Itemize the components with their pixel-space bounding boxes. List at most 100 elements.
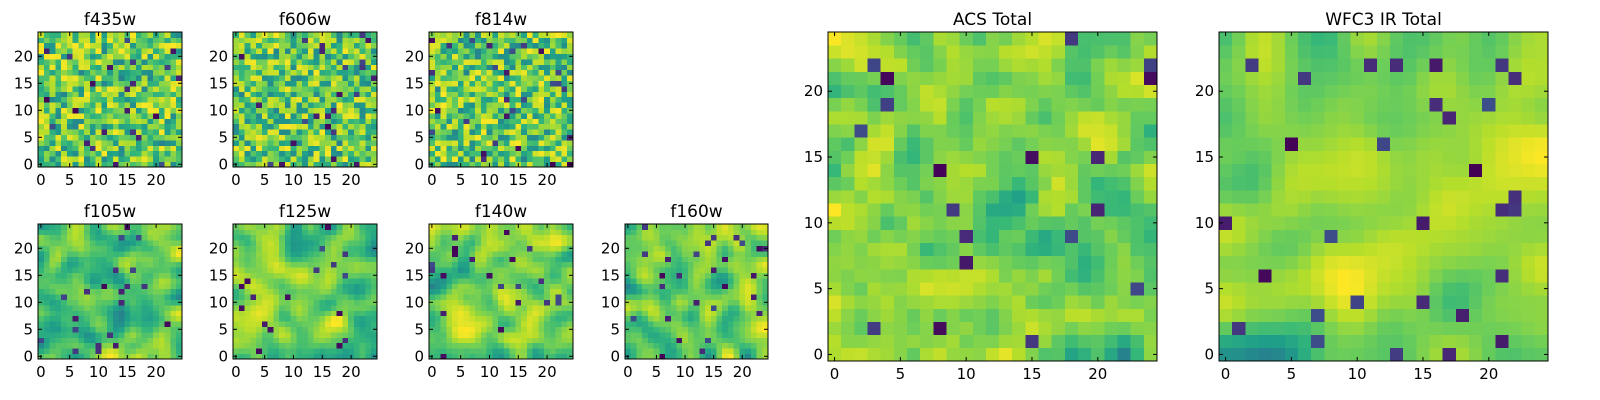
- heatmap-cell: [854, 347, 868, 362]
- heatmap-cell: [141, 64, 148, 71]
- heatmap-cell: [933, 203, 947, 217]
- heatmap-cell: [135, 59, 143, 65]
- heatmap-cell: [434, 42, 441, 49]
- heatmap-cell: [124, 80, 131, 87]
- heatmap-cell: [112, 267, 120, 273]
- heatmap-cell: [353, 278, 361, 284]
- heatmap-cell: [480, 96, 487, 103]
- heatmap-cell: [353, 118, 361, 125]
- heatmap-cell: [841, 203, 855, 217]
- heatmap-cell: [118, 150, 125, 157]
- heatmap-cell: [1117, 308, 1132, 322]
- heatmap-cell: [457, 69, 464, 76]
- heatmap-cell: [509, 278, 516, 284]
- heatmap-cell: [319, 64, 326, 71]
- heatmap-cell: [733, 321, 740, 327]
- heatmap-cell: [342, 288, 349, 295]
- heatmap-cell: [153, 299, 160, 306]
- heatmap-cell: [342, 305, 349, 311]
- heatmap-cell: [1078, 203, 1092, 217]
- heatmap-cell: [176, 305, 183, 311]
- heatmap-cell: [365, 342, 372, 349]
- heatmap-cell: [526, 59, 534, 65]
- heatmap-cell: [509, 332, 516, 338]
- heatmap-cell: [170, 102, 177, 108]
- heatmap-cell: [371, 234, 378, 241]
- heatmap-cell: [434, 123, 441, 130]
- heatmap-cell: [101, 315, 108, 322]
- heatmap-cell: [61, 123, 68, 130]
- heatmap-cell: [509, 118, 516, 125]
- heatmap-cell: [475, 91, 482, 98]
- heatmap-cell: [284, 37, 291, 44]
- heatmap-cell: [867, 163, 882, 178]
- heatmap-cell: [49, 59, 56, 65]
- heatmap-cell: [164, 69, 171, 76]
- heatmap-cell: [515, 37, 522, 44]
- heatmap-cell: [348, 261, 355, 268]
- heatmap-cell: [498, 107, 505, 114]
- heatmap-cell: [750, 245, 757, 252]
- heatmap-cell: [486, 315, 493, 322]
- heatmap-cell: [532, 48, 539, 54]
- heatmap-cell: [135, 75, 143, 81]
- heatmap-cell: [336, 96, 343, 103]
- heatmap-cell: [118, 305, 125, 311]
- heatmap-cell: [353, 299, 361, 306]
- heatmap-cell: [273, 278, 280, 284]
- heatmap-cell: [699, 342, 706, 349]
- heatmap-cell: [1064, 203, 1079, 217]
- heatmap-cell: [457, 294, 464, 300]
- heatmap-cell: [452, 245, 459, 252]
- heatmap-cell: [630, 256, 637, 263]
- heatmap-cell: [521, 96, 528, 103]
- heatmap-cell: [985, 229, 1000, 243]
- heatmap-cell: [549, 272, 557, 279]
- heatmap-cell: [693, 348, 700, 354]
- heatmap-cell: [492, 134, 499, 141]
- heatmap-cell: [434, 337, 441, 344]
- heatmap-cell: [933, 163, 947, 178]
- heatmap-cell: [302, 80, 309, 87]
- heatmap-cell: [555, 240, 562, 246]
- heatmap-cell: [503, 315, 511, 322]
- heatmap-cell: [492, 234, 499, 241]
- heatmap-cell: [676, 278, 683, 284]
- heatmap-cell: [642, 342, 649, 349]
- heatmap-cell: [319, 348, 326, 354]
- heatmap-cell: [457, 245, 464, 252]
- heatmap-cell: [135, 294, 143, 300]
- heatmap-cell: [434, 234, 441, 241]
- heatmap-cell: [176, 261, 183, 268]
- heatmap-cell: [95, 348, 102, 354]
- heatmap-cell: [745, 229, 752, 236]
- heatmap-cell: [302, 134, 309, 141]
- heatmap-cell: [170, 53, 177, 60]
- heatmap-cell: [653, 272, 660, 279]
- heatmap-cell: [1038, 242, 1053, 257]
- heatmap-cell: [319, 37, 326, 44]
- heatmap-cell: [330, 129, 338, 135]
- heatmap-cell: [72, 32, 79, 38]
- heatmap-cell: [279, 256, 286, 263]
- heatmap-cell: [244, 261, 251, 268]
- heatmap-cell: [521, 161, 528, 168]
- heatmap-cell: [158, 64, 166, 71]
- heatmap-cell: [101, 353, 108, 360]
- heatmap-cell: [325, 224, 332, 230]
- heatmap-cell: [446, 353, 453, 360]
- heatmap-cell: [84, 118, 91, 125]
- heatmap-cell: [176, 91, 183, 98]
- heatmap-cell: [261, 234, 268, 241]
- heatmap-cell: [135, 156, 143, 162]
- heatmap-cell: [359, 321, 366, 327]
- heatmap-cell: [561, 283, 568, 290]
- heatmap-cell: [256, 315, 263, 322]
- heatmap-cell: [457, 150, 464, 157]
- heatmap-cell: [307, 234, 315, 241]
- heatmap-cell: [486, 118, 493, 125]
- heatmap-cell: [733, 251, 740, 257]
- heatmap-cell: [342, 267, 349, 273]
- heatmap-cell: [762, 240, 769, 246]
- heatmap-cell: [429, 129, 436, 135]
